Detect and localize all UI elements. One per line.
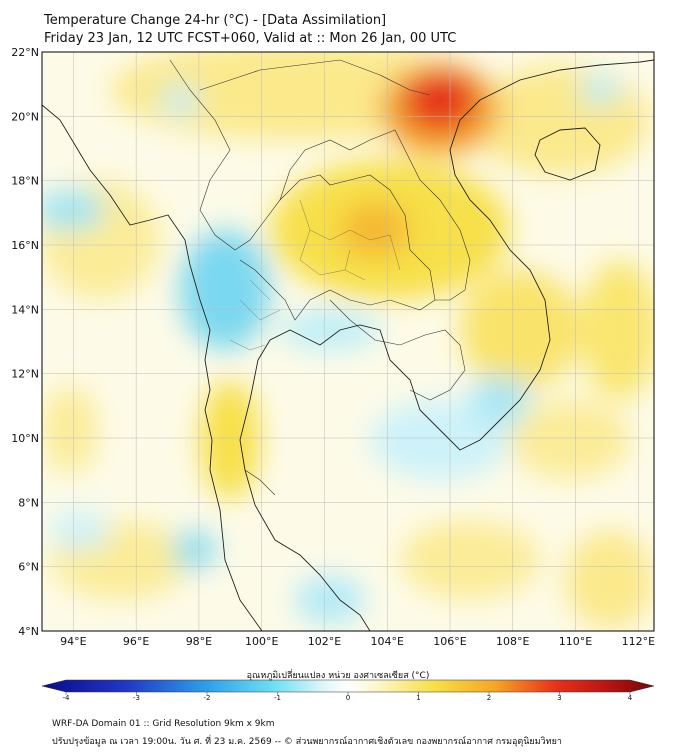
lat-label: 8°N: [18, 496, 39, 509]
footer-model-info: WRF-DA Domain 01 :: Grid Resolution 9km …: [52, 719, 275, 729]
borders: [169, 59, 471, 496]
colorbar-tick-label: -2: [203, 694, 211, 702]
colorbar: [41, 679, 655, 695]
colorbar-tick-label: -4: [62, 694, 70, 702]
border-malaysia: [244, 469, 276, 496]
colorbar-tick-label: 1: [416, 694, 421, 702]
lat-label: 18°N: [11, 175, 39, 188]
lat-label: 12°N: [11, 368, 39, 381]
lon-label: 110°E: [559, 635, 592, 648]
lat-label: 20°N: [11, 110, 39, 123]
lat-label: 16°N: [11, 239, 39, 252]
lon-label: 98°E: [186, 635, 212, 648]
colorbar-tick-label: -1: [274, 694, 281, 702]
lon-label: 94°E: [60, 635, 86, 648]
lon-label: 96°E: [123, 635, 149, 648]
coastlines: [42, 59, 654, 631]
map-frame: [41, 51, 655, 632]
border-cambodia: [329, 299, 466, 401]
temperature-field: [42, 52, 654, 631]
border-laos: [279, 129, 471, 301]
lon-label: 100°E: [245, 635, 278, 648]
lon-label: 108°E: [496, 635, 529, 648]
lon-label: 102°E: [308, 635, 341, 648]
border-china: [199, 59, 431, 96]
colorbar-tick-label: 3: [557, 694, 562, 702]
lon-label: 106°E: [433, 635, 466, 648]
border-thailand: [169, 59, 436, 321]
lat-label: 14°N: [11, 303, 39, 316]
colorbar-tick-label: 4: [627, 694, 633, 702]
footer-update-info: ปรับปรุงข้อมูล ณ เวลา 19:00น. วัน ศ. ที่…: [52, 737, 562, 747]
colorbar-tick-label: -3: [133, 694, 140, 702]
coastline-peninsula-east: [239, 359, 371, 631]
lon-label: 112°E: [622, 635, 655, 648]
chart-title: Temperature Change 24-hr (°C) - [Data As…: [44, 13, 387, 28]
colorbar-label: อุณหภูมิเปลี่ยนแปลง หน่วย องศาเซลเซียส (…: [246, 671, 430, 681]
island-hainan: [534, 127, 601, 181]
coastline-indochina: [257, 59, 654, 451]
lat-label: 22°N: [11, 46, 39, 59]
colorbar-tick-label: 2: [486, 694, 492, 702]
provinces: [229, 199, 401, 351]
lat-label: 6°N: [18, 561, 39, 574]
chart-subtitle: Friday 23 Jan, 12 UTC FCST+060, Valid at…: [44, 31, 457, 46]
colorbar-tick-label: 0: [345, 694, 351, 702]
lat-label: 10°N: [11, 432, 39, 445]
coastline-west: [42, 104, 263, 631]
lat-label: 4°N: [18, 625, 39, 638]
lon-label: 104°E: [371, 635, 404, 648]
